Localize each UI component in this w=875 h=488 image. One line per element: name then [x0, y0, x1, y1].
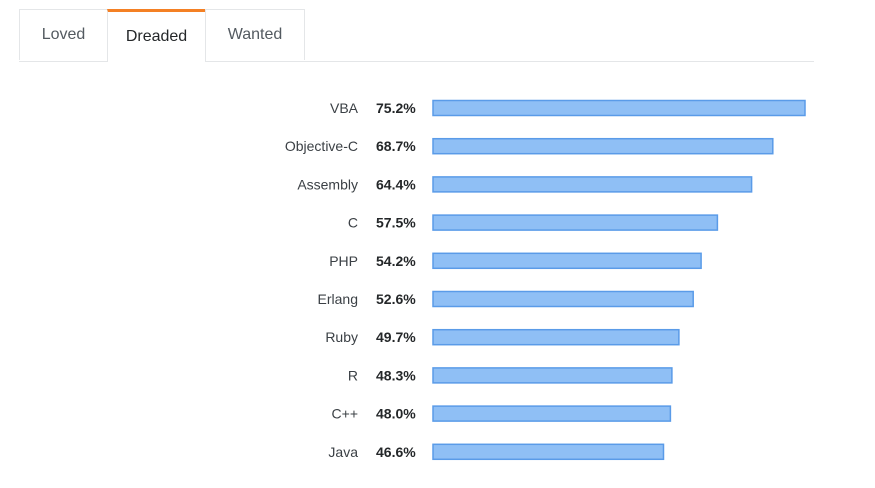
value-label: 46.6% [376, 444, 416, 460]
value-label: 48.0% [376, 406, 416, 422]
category-label: Assembly [297, 176, 358, 192]
value-label: 64.4% [376, 176, 416, 192]
bar [432, 328, 680, 346]
category-label: Ruby [325, 329, 358, 345]
category-label: R [348, 367, 358, 383]
tab-loved-label: Loved [41, 26, 86, 43]
value-label: 54.2% [376, 253, 416, 269]
bar [432, 137, 774, 155]
value-label: 75.2% [376, 100, 416, 116]
bar [432, 99, 806, 117]
bar [432, 252, 702, 270]
value-label: 57.5% [376, 215, 416, 231]
bar [432, 405, 672, 422]
category-label: PHP [329, 253, 358, 269]
value-label: 68.7% [376, 138, 416, 154]
category-label: Java [328, 444, 358, 460]
tab-wanted[interactable]: Wanted [205, 9, 305, 60]
category-label: Erlang [318, 291, 358, 307]
bar [432, 214, 719, 231]
bar [432, 367, 673, 384]
tab-loved[interactable]: Loved [19, 9, 108, 60]
category-label: Objective-C [285, 138, 358, 154]
bar [432, 290, 694, 308]
category-label: C [348, 215, 358, 231]
value-label: 48.3% [376, 367, 416, 383]
bar [432, 176, 753, 193]
tab-dreaded[interactable]: Dreaded [107, 9, 206, 62]
tab-dreaded-label: Dreaded [125, 28, 188, 45]
tab-wanted-label: Wanted [227, 26, 283, 43]
category-label: VBA [330, 100, 359, 116]
value-label: 49.7% [376, 329, 416, 345]
tab-bar: Loved Dreaded Wanted [19, 9, 814, 62]
bar [432, 443, 665, 461]
value-label: 52.6% [376, 291, 416, 307]
category-label: C++ [332, 406, 358, 422]
